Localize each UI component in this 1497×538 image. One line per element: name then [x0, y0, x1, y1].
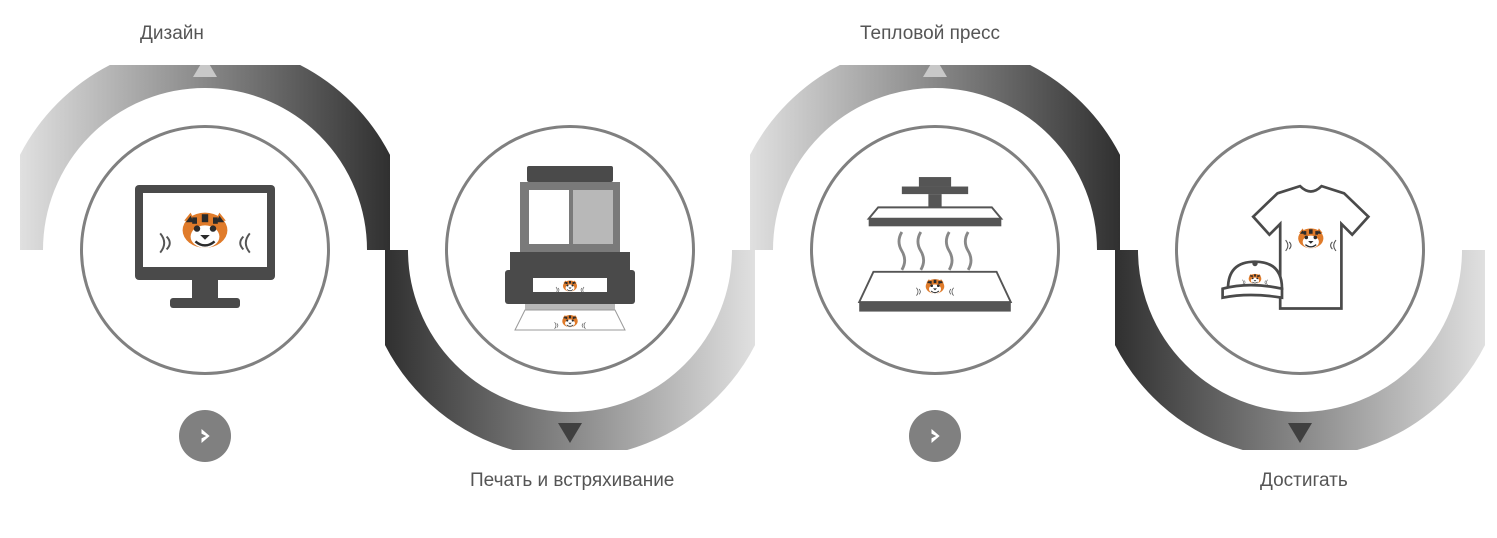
step-label: Дизайн: [140, 23, 204, 45]
step-circle: [80, 125, 330, 375]
step-circle: [810, 125, 1060, 375]
step-circle: [445, 125, 695, 375]
tshirt-cap-icon: [1210, 160, 1390, 340]
arrow-next-icon: [179, 410, 231, 462]
step-label: Печать и встряхивание: [470, 470, 674, 492]
heatpress-icon: [845, 160, 1025, 340]
arrow-next-icon: [909, 410, 961, 462]
process-infographic: Дизайн: [0, 0, 1497, 538]
monitor-icon: [115, 160, 295, 340]
step-circle: [1175, 125, 1425, 375]
printer-icon: [480, 160, 660, 340]
step-label: Тепловой пресс: [860, 23, 1000, 45]
step-label: Достигать: [1260, 470, 1348, 492]
